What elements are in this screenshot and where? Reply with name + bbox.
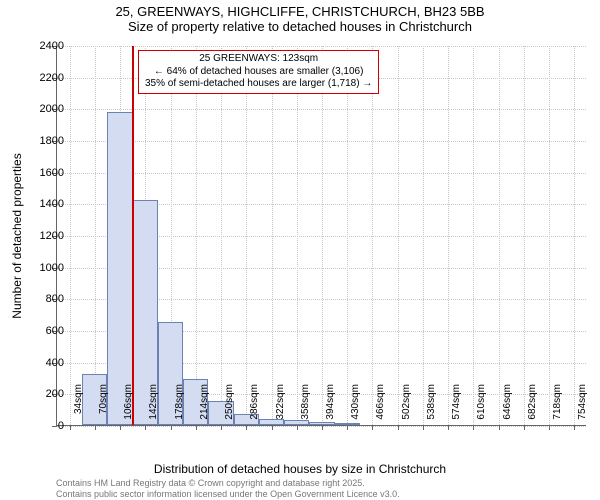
- gridline-v: [95, 46, 96, 425]
- xtick-mark: [70, 425, 71, 430]
- gridline-v: [196, 46, 197, 425]
- xtick-mark: [473, 425, 474, 430]
- xtick-label: 574sqm: [451, 384, 462, 420]
- xtick-label: 358sqm: [300, 384, 311, 420]
- ytick-label: 600: [46, 325, 64, 337]
- xtick-label: 214sqm: [199, 384, 210, 420]
- xtick-mark: [95, 425, 96, 430]
- histogram-bar: [309, 422, 334, 425]
- ytick-label: 2200: [40, 72, 64, 84]
- gridline-v: [221, 46, 222, 425]
- gridline-v: [499, 46, 500, 425]
- xtick-label: 718sqm: [552, 384, 563, 420]
- annotation-line2: ← 64% of detached houses are smaller (3,…: [145, 66, 372, 79]
- ytick-label: 800: [46, 293, 64, 305]
- title-line2: Size of property relative to detached ho…: [0, 19, 600, 34]
- gridline-v: [70, 46, 71, 425]
- y-axis-label: Number of detached properties: [10, 153, 24, 318]
- annotation-box: 25 GREENWAYS: 123sqm← 64% of detached ho…: [138, 50, 379, 94]
- gridline-v: [398, 46, 399, 425]
- x-axis-label: Distribution of detached houses by size …: [0, 462, 600, 476]
- xtick-mark: [423, 425, 424, 430]
- xtick-label: 34sqm: [73, 384, 84, 414]
- xtick-label: 754sqm: [577, 384, 588, 420]
- reference-line: [132, 46, 134, 425]
- annotation-line3: 35% of semi-detached houses are larger (…: [145, 78, 372, 91]
- xtick-mark: [145, 425, 146, 430]
- xtick-mark: [549, 425, 550, 430]
- xtick-label: 286sqm: [249, 384, 260, 420]
- xtick-label: 394sqm: [325, 384, 336, 420]
- ytick-label: 1000: [40, 262, 64, 274]
- ytick-mark: [52, 426, 57, 427]
- xtick-mark: [196, 425, 197, 430]
- xtick-mark: [272, 425, 273, 430]
- xtick-label: 682sqm: [527, 384, 538, 420]
- gridline-v: [272, 46, 273, 425]
- xtick-label: 106sqm: [123, 384, 134, 420]
- chart-plot: 25 GREENWAYS: 123sqm← 64% of detached ho…: [56, 46, 586, 426]
- gridline-v: [297, 46, 298, 425]
- gridline-v: [574, 46, 575, 425]
- xtick-mark: [120, 425, 121, 430]
- xtick-mark: [246, 425, 247, 430]
- gridline-v: [246, 46, 247, 425]
- ytick-label: 200: [46, 388, 64, 400]
- histogram-bar: [259, 419, 284, 425]
- xtick-label: 430sqm: [350, 384, 361, 420]
- xtick-label: 646sqm: [502, 384, 513, 420]
- xtick-label: 610sqm: [476, 384, 487, 420]
- xtick-mark: [574, 425, 575, 430]
- gridline-v: [524, 46, 525, 425]
- ytick-label: 400: [46, 357, 64, 369]
- ytick-label: 1200: [40, 230, 64, 242]
- gridline-v: [549, 46, 550, 425]
- xtick-mark: [398, 425, 399, 430]
- chart-footer: Contains HM Land Registry data © Crown c…: [56, 478, 590, 500]
- footer-line2: Contains public sector information licen…: [56, 489, 590, 500]
- ytick-label: 0: [58, 420, 64, 432]
- xtick-mark: [171, 425, 172, 430]
- xtick-mark: [499, 425, 500, 430]
- xtick-mark: [297, 425, 298, 430]
- histogram-bar: [335, 423, 360, 425]
- xtick-label: 502sqm: [401, 384, 412, 420]
- annotation-line1: 25 GREENWAYS: 123sqm: [145, 53, 372, 66]
- title-line1: 25, GREENWAYS, HIGHCLIFFE, CHRISTCHURCH,…: [0, 4, 600, 19]
- gridline-v: [473, 46, 474, 425]
- xtick-label: 322sqm: [275, 384, 286, 420]
- chart-title: 25, GREENWAYS, HIGHCLIFFE, CHRISTCHURCH,…: [0, 0, 600, 34]
- xtick-mark: [372, 425, 373, 430]
- ytick-label: 1600: [40, 167, 64, 179]
- gridline-v: [448, 46, 449, 425]
- xtick-label: 250sqm: [224, 384, 235, 420]
- gridline-v: [423, 46, 424, 425]
- plot-area: 25 GREENWAYS: 123sqm← 64% of detached ho…: [56, 46, 586, 426]
- xtick-label: 466sqm: [375, 384, 386, 420]
- ytick-label: 1400: [40, 198, 64, 210]
- gridline-v: [372, 46, 373, 425]
- xtick-mark: [448, 425, 449, 430]
- xtick-mark: [524, 425, 525, 430]
- gridline-v: [322, 46, 323, 425]
- ytick-label: 2000: [40, 103, 64, 115]
- xtick-label: 178sqm: [174, 384, 185, 420]
- xtick-label: 70sqm: [98, 384, 109, 414]
- xtick-label: 538sqm: [426, 384, 437, 420]
- xtick-mark: [221, 425, 222, 430]
- histogram-bar: [107, 112, 132, 426]
- ytick-label: 2400: [40, 40, 64, 52]
- ytick-label: 1800: [40, 135, 64, 147]
- xtick-mark: [322, 425, 323, 430]
- histogram-bar: [284, 420, 309, 425]
- footer-line1: Contains HM Land Registry data © Crown c…: [56, 478, 590, 489]
- xtick-label: 142sqm: [148, 384, 159, 420]
- xtick-mark: [347, 425, 348, 430]
- gridline-v: [347, 46, 348, 425]
